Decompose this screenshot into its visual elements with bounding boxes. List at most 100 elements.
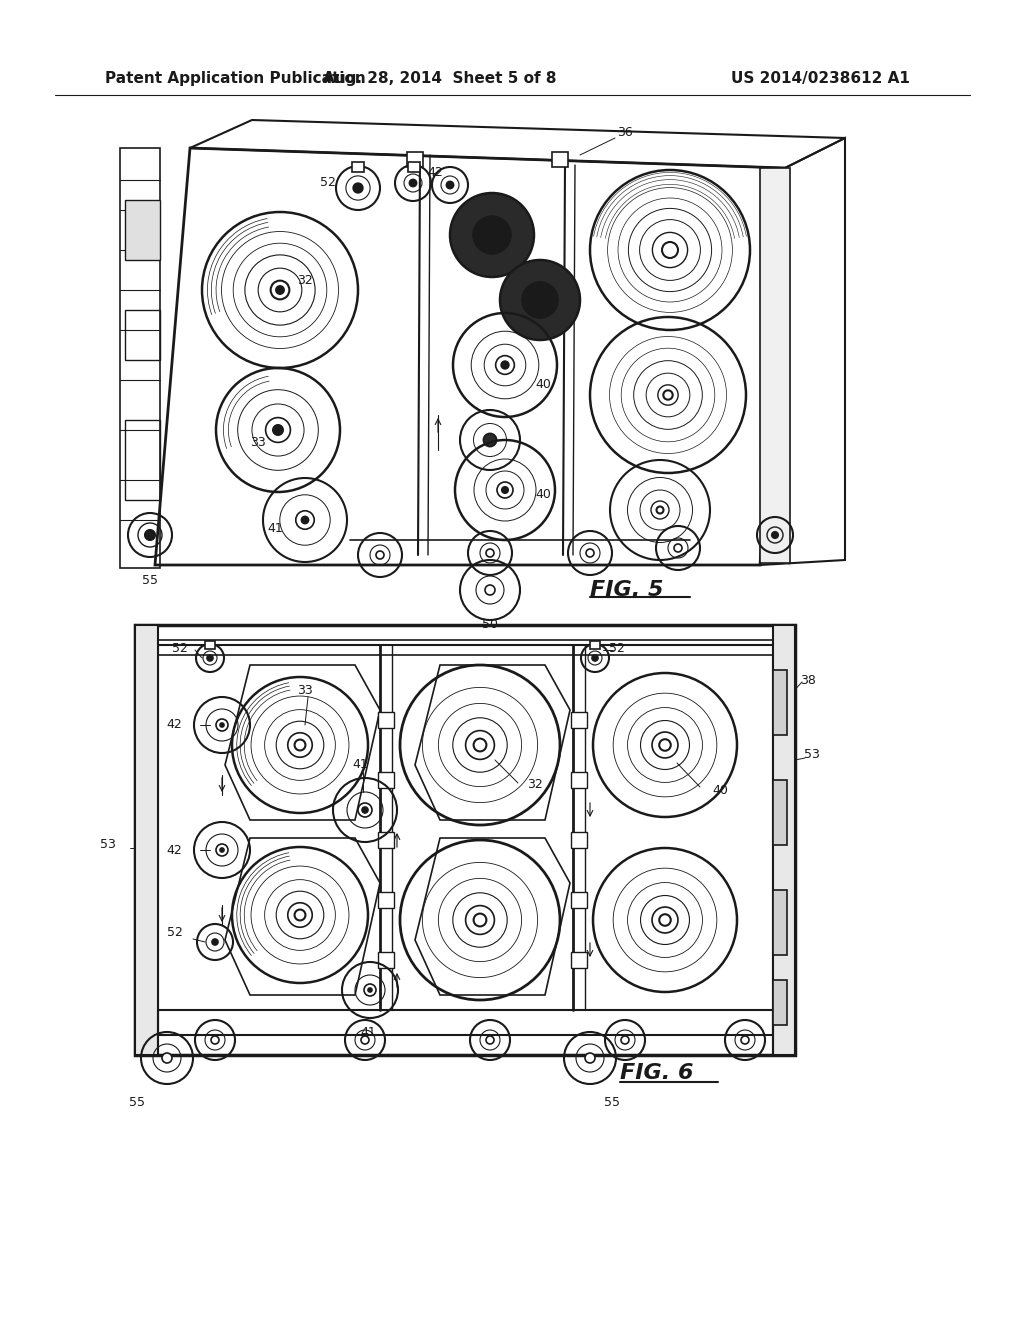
Circle shape: [485, 585, 495, 595]
Circle shape: [586, 549, 594, 557]
Text: 40: 40: [536, 488, 551, 502]
Text: 32: 32: [297, 273, 313, 286]
Circle shape: [486, 549, 494, 557]
Text: US 2014/0238612 A1: US 2014/0238612 A1: [730, 70, 909, 86]
Bar: [125, 310, 160, 360]
Bar: [407, 152, 423, 168]
Bar: [378, 952, 394, 968]
Text: 52: 52: [167, 925, 183, 939]
Text: Patent Application Publication: Patent Application Publication: [105, 70, 366, 86]
Text: 42: 42: [166, 843, 182, 857]
Bar: [552, 152, 568, 168]
Bar: [571, 892, 587, 908]
Circle shape: [450, 193, 534, 277]
Bar: [120, 148, 160, 568]
Circle shape: [273, 425, 283, 436]
Circle shape: [500, 260, 580, 341]
Circle shape: [585, 1053, 595, 1063]
Circle shape: [358, 803, 372, 817]
Circle shape: [288, 903, 312, 927]
Circle shape: [466, 730, 495, 759]
Text: 53: 53: [100, 838, 116, 851]
Text: 41: 41: [267, 521, 283, 535]
Bar: [773, 624, 795, 1055]
Text: 50: 50: [482, 619, 498, 631]
Text: 53: 53: [804, 748, 820, 762]
Bar: [352, 162, 364, 172]
Circle shape: [659, 915, 671, 925]
Bar: [760, 168, 790, 564]
Circle shape: [486, 1036, 494, 1044]
Text: 33: 33: [297, 684, 313, 697]
Circle shape: [446, 181, 454, 189]
Circle shape: [656, 507, 664, 513]
Text: 36: 36: [617, 127, 633, 140]
Circle shape: [410, 180, 417, 186]
Circle shape: [651, 502, 669, 519]
Bar: [135, 624, 158, 1055]
Text: 41: 41: [352, 759, 368, 771]
Text: FIG. 6: FIG. 6: [620, 1063, 693, 1082]
Bar: [571, 711, 587, 729]
Bar: [773, 780, 787, 845]
Bar: [158, 1010, 773, 1055]
Circle shape: [288, 733, 312, 758]
Circle shape: [295, 739, 305, 751]
Circle shape: [295, 909, 305, 920]
Circle shape: [353, 183, 362, 193]
Text: FIG. 5: FIG. 5: [590, 579, 664, 601]
Circle shape: [473, 216, 511, 253]
Bar: [125, 201, 160, 260]
Circle shape: [364, 983, 376, 997]
Bar: [408, 162, 420, 172]
Circle shape: [652, 232, 687, 268]
Bar: [590, 642, 600, 649]
Circle shape: [207, 655, 213, 661]
Circle shape: [659, 739, 671, 751]
Text: 55: 55: [129, 1097, 145, 1110]
Circle shape: [674, 544, 682, 552]
Text: 40: 40: [536, 379, 551, 392]
Text: 38: 38: [800, 673, 816, 686]
Bar: [378, 892, 394, 908]
Circle shape: [502, 362, 509, 368]
Bar: [571, 952, 587, 968]
Circle shape: [362, 807, 368, 813]
Circle shape: [473, 739, 486, 751]
Bar: [378, 711, 394, 729]
Circle shape: [592, 655, 598, 661]
Circle shape: [657, 385, 678, 405]
Circle shape: [220, 723, 224, 727]
Circle shape: [212, 939, 218, 945]
Circle shape: [216, 843, 228, 855]
Circle shape: [376, 550, 384, 558]
Text: 42: 42: [427, 166, 442, 180]
Circle shape: [497, 482, 513, 498]
Bar: [378, 832, 394, 847]
Text: 52: 52: [172, 642, 188, 655]
Bar: [158, 645, 773, 1035]
Circle shape: [772, 532, 778, 539]
Bar: [378, 772, 394, 788]
Circle shape: [502, 487, 508, 492]
Circle shape: [483, 433, 497, 446]
Text: 32: 32: [527, 779, 543, 792]
Circle shape: [741, 1036, 749, 1044]
Bar: [125, 420, 160, 500]
Text: 55: 55: [604, 1097, 620, 1110]
Text: Aug. 28, 2014  Sheet 5 of 8: Aug. 28, 2014 Sheet 5 of 8: [324, 70, 557, 86]
Circle shape: [302, 516, 308, 523]
Circle shape: [361, 1036, 369, 1044]
Circle shape: [473, 913, 486, 927]
Circle shape: [496, 355, 514, 375]
Circle shape: [522, 282, 558, 318]
Circle shape: [662, 242, 678, 257]
Text: 33: 33: [250, 436, 266, 449]
Bar: [158, 640, 773, 655]
Circle shape: [216, 719, 228, 731]
Text: 52: 52: [321, 177, 336, 190]
Circle shape: [270, 281, 290, 300]
Bar: [773, 890, 787, 954]
Circle shape: [276, 286, 284, 294]
Text: 42: 42: [166, 718, 182, 731]
